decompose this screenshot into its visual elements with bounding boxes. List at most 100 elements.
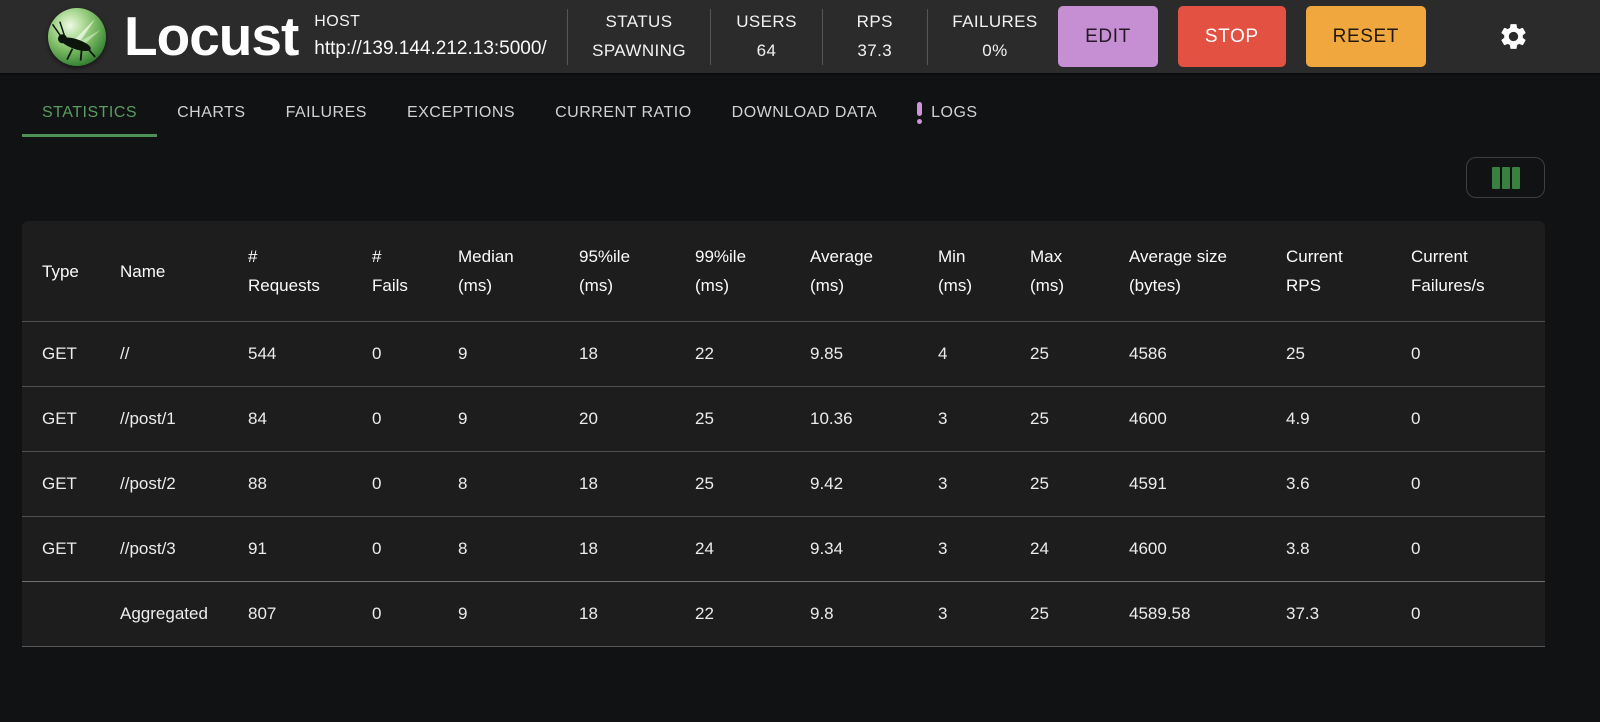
table-cell: 807 [248,604,277,624]
tab-label: EXCEPTIONS [406,103,516,121]
column-header-name[interactable]: Name [120,261,166,281]
column-header-current-failures[interactable]: Current Failures/s [1411,247,1485,296]
table-cell: Aggregated [120,604,208,624]
table-cell: 9 [458,604,468,624]
column-header-max[interactable]: Max (ms) [1030,247,1064,296]
table-cell: 22 [695,344,714,364]
stop-button[interactable]: STOP [1177,6,1286,67]
table-cell: 0 [1411,474,1421,494]
column-header-fails[interactable]: # Fails [372,247,408,296]
table-cell: 3.6 [1286,474,1310,494]
column-header-median[interactable]: Median (ms) [458,247,514,296]
table-cell: 22 [695,604,714,624]
table-cell: GET [42,409,77,429]
table-cell: // [120,344,130,364]
reset-button[interactable]: RESET [1305,6,1426,67]
column-header-type[interactable]: Type [42,261,79,281]
column-header-requests[interactable]: # Requests [248,247,320,296]
view-columns-icon [1491,166,1520,189]
table-cell: 24 [1030,539,1049,559]
tab-bar: STATISTICS CHARTS FAILURES EXCEPTIONS CU… [0,75,1600,137]
header-actions: EDIT STOP RESET [1058,6,1530,67]
table-cell: 3 [938,604,948,624]
column-header-95ile[interactable]: 95%ile (ms) [579,247,631,296]
table-cell: 544 [248,344,277,364]
table-cell: //post/1 [120,409,176,429]
table-cell: 9 [458,409,468,429]
table-cell: 18 [579,539,598,559]
host-url: http://139.144.212.13:5000/ [314,38,547,59]
host-info: HOST http://139.144.212.13:5000/ [314,13,546,60]
tab-label: CHARTS [177,103,246,121]
users-label: USERS [736,12,797,31]
table-cell: 18 [579,604,598,624]
column-selector-button[interactable] [1466,157,1545,198]
table-cell: 25 [1030,344,1049,364]
locust-logo-icon [48,7,106,66]
divider [710,8,712,65]
table-cell: 4589.58 [1129,604,1191,624]
column-header-average[interactable]: Average (ms) [810,247,874,296]
column-header-avg-size[interactable]: Average size (bytes) [1129,247,1227,296]
settings-button[interactable] [1496,20,1530,54]
rps-indicator: RPS 37.3 [827,12,923,61]
table-cell: 0 [1411,539,1421,559]
column-header-min[interactable]: Min (ms) [938,247,972,296]
tab-charts[interactable]: CHARTS [157,91,266,137]
table-cell: GET [42,344,77,364]
rps-value: 37.3 [857,41,893,60]
table-cell: 25 [695,474,714,494]
users-value: 64 [756,41,777,60]
table-cell: 9.85 [810,344,844,364]
table-cell: 18 [579,344,598,364]
column-header-99ile[interactable]: 99%ile (ms) [695,247,747,296]
table-cell: 3 [938,474,948,494]
table-cell: 25 [1030,604,1049,624]
statistics-table: Type Name # Requests # Fails Median (ms)… [22,221,1545,646]
table-cell: 4.9 [1286,409,1310,429]
table-cell: 0 [372,539,382,559]
table-row: GET //post/2 88 0 8 18 25 9.42 3 25 4591… [22,451,1545,517]
statistics-table-card: Type Name # Requests # Fails Median (ms)… [22,221,1545,648]
exclamation-icon [917,101,923,124]
table-cell: 4591 [1129,474,1167,494]
table-cell: 18 [579,474,598,494]
table-cell: 3.8 [1286,539,1310,559]
table-cell: 37.3 [1286,604,1320,624]
tab-failures[interactable]: FAILURES [266,91,387,137]
tab-logs[interactable]: LOGS [897,91,997,137]
edit-button[interactable]: EDIT [1058,6,1158,67]
table-cell: 0 [372,474,382,494]
table-cell: 4586 [1129,344,1167,364]
column-header-current-rps[interactable]: Current RPS [1286,247,1343,296]
table-cell: 0 [372,344,382,364]
tab-label: FAILURES [285,103,367,121]
table-cell: 25 [1030,409,1049,429]
table-cell: 25 [1286,344,1305,364]
table-cell: 8 [458,474,468,494]
tab-label: DOWNLOAD DATA [731,103,878,121]
tab-label: STATISTICS [42,103,138,121]
table-cell: 4600 [1129,539,1167,559]
table-cell: 4 [938,344,948,364]
table-row: GET // 544 0 9 18 22 9.85 4 25 4586 25 0 [22,321,1545,387]
table-cell: 25 [1030,474,1049,494]
divider [566,8,568,65]
rps-label: RPS [856,12,893,31]
tab-exceptions[interactable]: EXCEPTIONS [387,91,535,137]
table-cell: //post/2 [120,474,176,494]
table-cell: 8 [458,539,468,559]
table-cell [22,582,120,647]
table-cell: 4600 [1129,409,1167,429]
app-title: Locust [124,5,299,67]
status-indicator: STATUS SPAWNING [572,12,707,61]
tab-current-ratio[interactable]: CURRENT RATIO [535,91,712,137]
table-cell: 24 [695,539,714,559]
table-row: GET //post/1 84 0 9 20 25 10.36 3 25 460… [22,386,1545,452]
table-header-row: Type Name # Requests # Fails Median (ms)… [22,221,1545,322]
tab-label: CURRENT RATIO [555,103,692,121]
tab-download-data[interactable]: DOWNLOAD DATA [712,91,897,137]
table-cell: 9 [458,344,468,364]
failures-indicator: FAILURES 0% [932,12,1058,61]
tab-statistics[interactable]: STATISTICS [22,91,158,137]
